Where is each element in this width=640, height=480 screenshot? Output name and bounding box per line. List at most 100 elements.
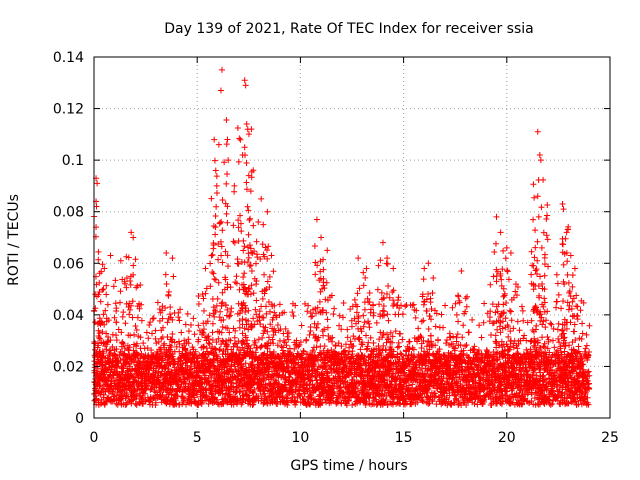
data-point [339, 390, 346, 397]
data-point [260, 330, 267, 337]
data-point [161, 364, 168, 371]
data-point [459, 334, 466, 341]
data-point [349, 376, 356, 383]
data-point [301, 395, 308, 402]
data-point [307, 400, 314, 407]
data-point [362, 401, 369, 408]
data-point [350, 342, 357, 349]
data-point [300, 372, 307, 379]
data-point [348, 394, 355, 401]
data-point [303, 336, 310, 343]
data-point [297, 393, 304, 400]
data-point [126, 344, 133, 351]
data-point [230, 401, 237, 408]
data-point [202, 352, 209, 359]
data-point [384, 358, 391, 365]
data-point [203, 392, 210, 399]
data-point [280, 344, 287, 351]
data-point [329, 392, 336, 399]
data-point [384, 331, 391, 338]
data-point [114, 354, 121, 361]
data-point [249, 402, 256, 409]
data-point [198, 380, 205, 387]
data-point [250, 401, 257, 408]
data-point [185, 340, 192, 347]
data-point [378, 352, 385, 359]
data-point [99, 362, 106, 369]
data-point [544, 333, 551, 340]
data-point [249, 362, 256, 369]
data-point [258, 395, 265, 402]
data-point [306, 366, 313, 373]
data-point [214, 353, 221, 360]
data-point [176, 348, 183, 355]
data-point [231, 334, 238, 341]
data-point [293, 399, 300, 406]
data-point [387, 361, 394, 368]
data-point [498, 401, 505, 408]
data-point [230, 383, 237, 390]
data-point [201, 343, 208, 350]
chart-title: Day 139 of 2021, Rate Of TEC Index for r… [164, 21, 533, 37]
data-point [539, 334, 546, 341]
data-point [270, 348, 277, 355]
data-point [188, 363, 195, 370]
data-point [159, 391, 166, 398]
data-point [279, 393, 286, 400]
data-point [323, 362, 330, 369]
data-point [239, 337, 246, 344]
data-point [151, 388, 158, 395]
data-point [293, 379, 300, 386]
data-point [144, 353, 151, 360]
data-point [342, 358, 349, 365]
data-point [167, 369, 174, 376]
data-point [174, 392, 181, 399]
data-point [216, 347, 223, 354]
data-point [105, 377, 112, 384]
data-point [310, 360, 317, 367]
data-point [333, 399, 340, 406]
data-point [172, 360, 179, 367]
data-point [197, 381, 204, 388]
data-point [220, 395, 227, 402]
data-points [91, 66, 593, 409]
data-point [179, 360, 186, 367]
data-point [147, 386, 154, 393]
data-point [117, 357, 124, 364]
data-point [338, 400, 345, 407]
data-point [116, 351, 123, 358]
data-point [114, 364, 121, 371]
data-point [208, 373, 215, 380]
data-point [287, 371, 294, 378]
data-point [231, 340, 238, 347]
data-point [329, 334, 336, 341]
data-point [127, 332, 134, 339]
data-point [396, 343, 403, 350]
data-point [251, 386, 258, 393]
data-point [246, 392, 253, 399]
data-point [382, 396, 389, 403]
data-point [239, 399, 246, 406]
data-point [210, 357, 217, 364]
data-point [250, 389, 257, 396]
data-point [288, 386, 295, 393]
data-point [141, 390, 148, 397]
data-point [319, 399, 326, 406]
data-point [470, 346, 477, 353]
data-point [291, 393, 298, 400]
data-point [324, 372, 331, 379]
data-point [240, 363, 247, 370]
data-point [155, 368, 162, 375]
data-point [255, 336, 262, 343]
data-point [236, 389, 243, 396]
data-point [229, 369, 236, 376]
data-point [343, 402, 350, 409]
data-point [102, 361, 109, 368]
data-point [199, 398, 206, 405]
data-point [313, 344, 320, 351]
data-point [284, 395, 291, 402]
data-point [277, 391, 284, 398]
data-point [301, 390, 308, 397]
data-point [367, 353, 374, 360]
